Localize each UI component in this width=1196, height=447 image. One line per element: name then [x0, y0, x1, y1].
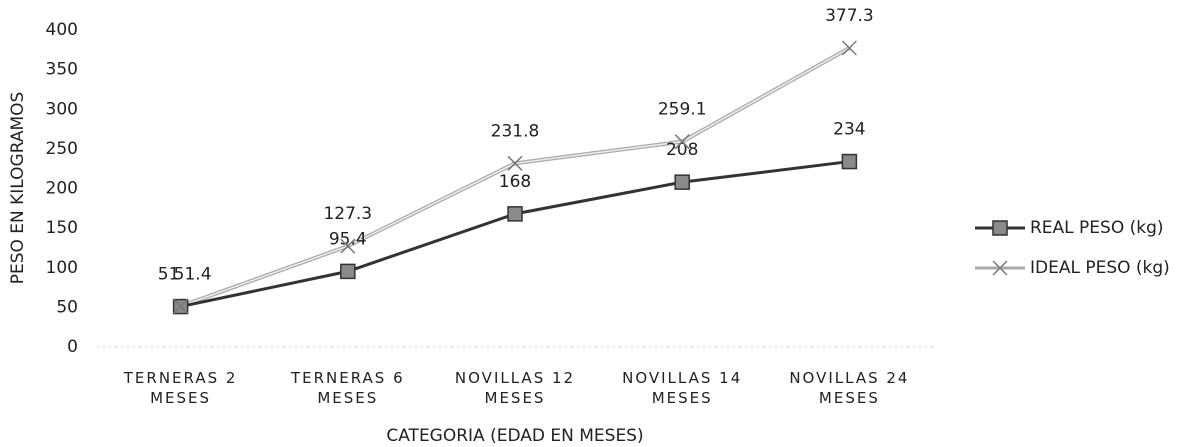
data-label: 234 [833, 120, 865, 140]
legend-label: REAL PESO (kg) [1030, 218, 1164, 238]
y-tick-label: 300 [46, 99, 78, 119]
data-label: 95.4 [329, 229, 367, 249]
data-label: 127.3 [323, 204, 372, 224]
x-tick-label: TERNERAS 2 MESES [123, 369, 238, 407]
data-label: 208 [666, 140, 698, 160]
y-axis-title: PESO EN KILOGRAMOS [8, 92, 28, 285]
point [841, 153, 858, 170]
point [340, 263, 356, 280]
data-label: 377.3 [825, 6, 874, 26]
x-tick-label: NOVILLAS 14 MESES [622, 369, 743, 407]
y-tick-label: 100 [46, 258, 78, 278]
y-tick-label: 200 [46, 179, 78, 199]
point [173, 298, 189, 314]
data-label: 51.4 [174, 264, 212, 284]
point [507, 206, 523, 222]
data-label: 168 [499, 172, 531, 192]
legend-label: IDEAL PESO (kg) [1030, 258, 1170, 278]
x-tick-label: TERNERAS 6 MESES [290, 369, 405, 407]
y-tick-label: 400 [46, 20, 78, 40]
y-tick-label: 350 [46, 60, 78, 80]
y-tick-label: 250 [46, 139, 78, 159]
x-tick-label: NOVILLAS 24 MESES [789, 369, 910, 407]
point [507, 155, 523, 171]
y-tick-label: 150 [46, 218, 78, 238]
point [674, 134, 690, 150]
y-tick-label: 0 [67, 337, 78, 357]
data-label: 259.1 [658, 100, 707, 120]
y-tick-label: 50 [56, 297, 78, 317]
x-axis-title: CATEGORIA (EDAD EN MESES) [386, 426, 643, 446]
data-label: 231.8 [491, 121, 540, 141]
data-label: 51 [158, 265, 180, 285]
x-tick-label: NOVILLAS 12 MESES [454, 369, 576, 407]
legend-marker [992, 260, 1008, 276]
point [340, 238, 356, 254]
legend-marker [992, 220, 1008, 236]
point [841, 40, 857, 56]
point [674, 174, 690, 190]
